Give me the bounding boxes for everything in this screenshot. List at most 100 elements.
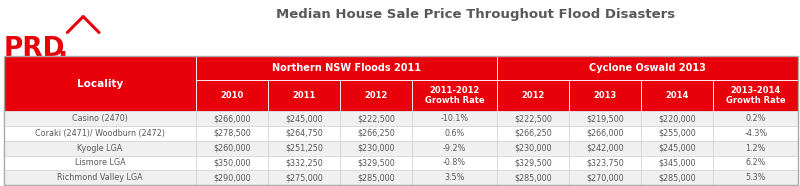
Bar [4, 126, 196, 141]
Bar [714, 111, 798, 126]
Text: 0.2%: 0.2% [746, 114, 766, 123]
Bar [569, 126, 642, 141]
Bar [412, 170, 497, 185]
Text: 2013-2014
Growth Rate: 2013-2014 Growth Rate [726, 86, 786, 105]
Text: $222,500: $222,500 [357, 114, 395, 123]
Bar [268, 80, 340, 111]
Bar [412, 80, 497, 111]
Bar [642, 156, 714, 170]
Text: REAL ESTATE: REAL ESTATE [68, 62, 111, 68]
Bar [497, 141, 569, 156]
Text: 2014: 2014 [666, 91, 689, 100]
Bar [714, 80, 798, 111]
Text: $350,000: $350,000 [213, 158, 250, 167]
Bar [412, 141, 497, 156]
Text: $219,500: $219,500 [586, 114, 624, 123]
Text: 6.2%: 6.2% [746, 158, 766, 167]
Text: $323,750: $323,750 [586, 158, 624, 167]
Bar [569, 170, 642, 185]
Bar [497, 126, 569, 141]
Bar [196, 80, 268, 111]
Bar [340, 126, 412, 141]
Text: $264,750: $264,750 [285, 129, 322, 138]
Text: $290,000: $290,000 [213, 173, 250, 182]
Text: Richmond Valley LGA: Richmond Valley LGA [57, 173, 142, 182]
Bar [714, 126, 798, 141]
Bar [642, 80, 714, 111]
Text: $285,000: $285,000 [514, 173, 552, 182]
Bar [4, 156, 196, 170]
Bar [642, 126, 714, 141]
Text: 3.5%: 3.5% [444, 173, 465, 182]
Text: $245,000: $245,000 [658, 144, 696, 153]
Text: $266,250: $266,250 [514, 129, 552, 138]
Bar [497, 170, 569, 185]
Text: Casino (2470): Casino (2470) [72, 114, 128, 123]
Bar [569, 111, 642, 126]
Bar [412, 126, 497, 141]
Text: 2012: 2012 [522, 91, 545, 100]
Bar [196, 141, 268, 156]
Text: -4.3%: -4.3% [744, 129, 767, 138]
Text: $266,250: $266,250 [357, 129, 395, 138]
Text: PRD: PRD [4, 36, 66, 62]
Bar [714, 156, 798, 170]
Text: $255,000: $255,000 [658, 129, 696, 138]
Text: Median House Sale Price Throughout Flood Disasters: Median House Sale Price Throughout Flood… [277, 8, 675, 21]
Bar [268, 141, 340, 156]
Bar [4, 170, 196, 185]
Text: $242,000: $242,000 [586, 144, 624, 153]
Text: $230,000: $230,000 [357, 144, 394, 153]
Text: -10.1%: -10.1% [441, 114, 469, 123]
Text: 2013: 2013 [594, 91, 617, 100]
Text: 1.2%: 1.2% [746, 144, 766, 153]
Bar [196, 126, 268, 141]
Bar [569, 141, 642, 156]
Bar [340, 156, 412, 170]
Text: Lismore LGA: Lismore LGA [74, 158, 126, 167]
Text: $329,500: $329,500 [514, 158, 552, 167]
Bar [497, 80, 569, 111]
Text: -9.2%: -9.2% [443, 144, 466, 153]
Bar [497, 111, 569, 126]
Text: $345,000: $345,000 [658, 158, 696, 167]
Bar [4, 141, 196, 156]
Bar [196, 111, 268, 126]
Text: $270,000: $270,000 [586, 173, 624, 182]
Bar [714, 141, 798, 156]
Text: 2010: 2010 [220, 91, 243, 100]
Bar [642, 141, 714, 156]
Text: Coraki (2471)/ Woodburn (2472): Coraki (2471)/ Woodburn (2472) [35, 129, 165, 138]
Bar [196, 156, 268, 170]
Text: Northern NSW Floods 2011: Northern NSW Floods 2011 [272, 63, 421, 73]
Text: $251,250: $251,250 [285, 144, 323, 153]
Bar [196, 56, 497, 80]
Text: $278,500: $278,500 [213, 129, 250, 138]
Bar [642, 170, 714, 185]
Text: 0.6%: 0.6% [445, 129, 465, 138]
Bar [268, 126, 340, 141]
Bar [497, 156, 569, 170]
Text: $245,000: $245,000 [285, 114, 322, 123]
Text: Locality: Locality [77, 79, 123, 89]
Bar [4, 111, 196, 126]
Text: $230,000: $230,000 [514, 144, 552, 153]
Text: Cyclone Oswald 2013: Cyclone Oswald 2013 [590, 63, 706, 73]
Bar [196, 170, 268, 185]
Bar [268, 156, 340, 170]
Bar [340, 141, 412, 156]
Text: $329,500: $329,500 [357, 158, 395, 167]
Text: $260,000: $260,000 [213, 144, 250, 153]
Text: .: . [58, 36, 67, 62]
Text: $285,000: $285,000 [658, 173, 696, 182]
Bar [714, 170, 798, 185]
Bar [340, 111, 412, 126]
Bar [497, 56, 798, 80]
Text: Kyogle LGA: Kyogle LGA [78, 144, 122, 153]
Bar [340, 80, 412, 111]
Bar [569, 156, 642, 170]
Text: 2011-2012
Growth Rate: 2011-2012 Growth Rate [425, 86, 484, 105]
Bar [412, 156, 497, 170]
Bar [4, 56, 196, 111]
Text: $222,500: $222,500 [514, 114, 552, 123]
